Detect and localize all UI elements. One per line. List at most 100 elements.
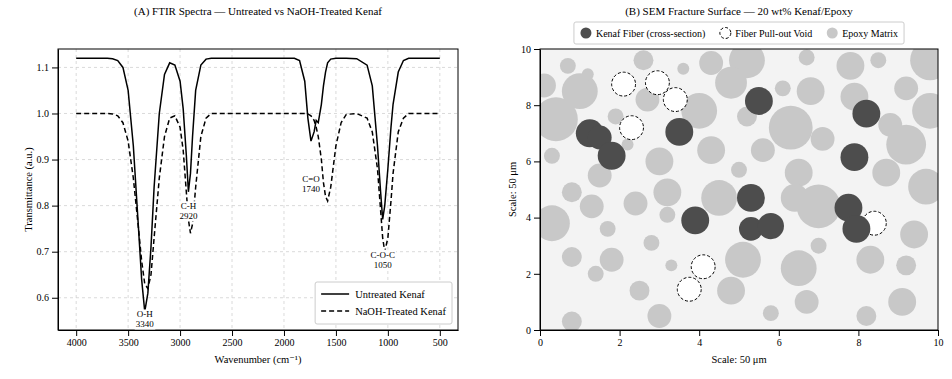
scatter-point — [888, 288, 916, 316]
x-axis-title: Wavenumber (cm⁻¹) — [215, 354, 302, 366]
scatter-point — [856, 246, 884, 274]
scatter-point — [663, 88, 687, 112]
legend-marker — [321, 310, 349, 312]
tick-label: 1.0 — [37, 108, 50, 119]
tick-mark — [128, 330, 129, 336]
scatter-point — [840, 143, 868, 171]
tick: 1.1 — [37, 62, 59, 73]
annotation-patch — [178, 201, 199, 221]
scatter-point — [645, 147, 673, 175]
tick: 0.9 — [37, 154, 59, 165]
line-series — [76, 58, 440, 311]
scatter-point — [731, 162, 747, 178]
panel: 40003500300025002000150010005000.60.70.8… — [23, 5, 459, 366]
scatter-point — [775, 80, 791, 96]
scatter-point — [588, 266, 604, 282]
grid-line — [180, 49, 181, 330]
annotation: C-O-C1050 — [369, 250, 396, 270]
scatter-point — [872, 159, 900, 187]
legend-box — [574, 22, 904, 44]
tick-label: 0.7 — [37, 246, 50, 257]
annotation-patch — [135, 309, 156, 329]
scatter-point — [681, 206, 709, 234]
scatter-point — [785, 159, 813, 187]
chart-title: (B) SEM Fracture Surface — 20 wt% Kenaf/… — [625, 5, 853, 18]
tick: 1.0 — [37, 108, 59, 119]
tick-label: 3000 — [171, 337, 191, 348]
scatter-point — [677, 63, 689, 75]
tick: 4 — [526, 212, 540, 223]
scatter-point — [620, 116, 644, 140]
series — [612, 71, 887, 301]
scatter-point — [560, 58, 576, 74]
panel: 02468100246810(B) SEM Fracture Surface —… — [507, 5, 950, 365]
tick-mark — [534, 330, 540, 331]
grid-line — [76, 49, 77, 330]
x-axis: 4000350030002500200015001000500 — [59, 330, 459, 348]
tick-label: 4 — [526, 212, 531, 223]
annotation-label: O-H3340 — [136, 309, 155, 329]
tick-mark — [336, 330, 337, 336]
tick-mark — [52, 160, 58, 161]
scatter-point — [781, 250, 817, 286]
plot-frame — [540, 49, 938, 330]
grid-line — [58, 67, 458, 68]
tick: 1000 — [378, 330, 398, 348]
tick-mark — [858, 330, 859, 336]
tick-label: 2500 — [223, 337, 243, 348]
scatter-point — [737, 184, 765, 212]
scatter-point — [870, 52, 886, 68]
scatter-point — [540, 205, 570, 241]
annotation-value: 1740 — [302, 184, 321, 194]
tick-label: 1500 — [326, 337, 346, 348]
annotation: C=O1740 — [301, 174, 322, 194]
scatter-point — [562, 182, 582, 202]
tick: 0.8 — [37, 200, 59, 211]
scatter-point — [630, 281, 650, 301]
scatter-point — [717, 277, 745, 305]
tick-label: 2 — [526, 269, 531, 280]
tick: 2 — [526, 269, 540, 280]
tick-label: 6 — [777, 337, 782, 348]
annotation-patch — [301, 174, 322, 194]
scatter-point — [745, 87, 773, 115]
scatter-point — [751, 138, 775, 162]
grid-line — [283, 49, 284, 330]
scatter-point — [544, 148, 560, 164]
legend-label: Fiber Pull-out Void — [735, 28, 812, 39]
scatter-point — [612, 72, 636, 96]
tick-mark — [232, 330, 233, 336]
grid-line — [58, 113, 458, 114]
legend: Untreated KenafNaOH-Treated Kenaf — [315, 282, 452, 324]
scatter-point — [582, 68, 594, 80]
annotation-value: 2920 — [179, 211, 198, 221]
tick: 4000 — [67, 330, 87, 348]
annotation-text: C-H — [181, 201, 197, 211]
annotation-label: C=O1740 — [302, 174, 321, 194]
scatter-point — [659, 207, 675, 223]
legend-marker — [827, 28, 838, 39]
scatter-point — [837, 52, 865, 80]
series — [576, 87, 880, 243]
tick: 8 — [526, 100, 540, 111]
tick-mark — [534, 105, 540, 106]
scatter-point — [715, 67, 747, 99]
tick-label: 0.9 — [37, 154, 50, 165]
legend-marker — [580, 28, 591, 39]
annotation-text: C=O — [302, 174, 320, 184]
tick: 6 — [526, 156, 540, 167]
plot-frame — [58, 49, 458, 330]
scatter-point — [900, 221, 928, 249]
scatter-point — [580, 194, 604, 218]
scatter-point — [598, 142, 626, 170]
grid-line — [58, 251, 458, 252]
annotation-value: 3340 — [136, 319, 155, 329]
scatter-point — [910, 49, 938, 80]
legend-label: Epoxy Matrix — [842, 28, 898, 39]
tick-label: 10 — [521, 44, 531, 55]
tick: 10 — [934, 330, 944, 348]
scatter-point — [624, 192, 648, 216]
tick: 3000 — [171, 330, 191, 348]
y-axis: 0246810 — [521, 44, 541, 336]
axis-line — [541, 330, 939, 331]
